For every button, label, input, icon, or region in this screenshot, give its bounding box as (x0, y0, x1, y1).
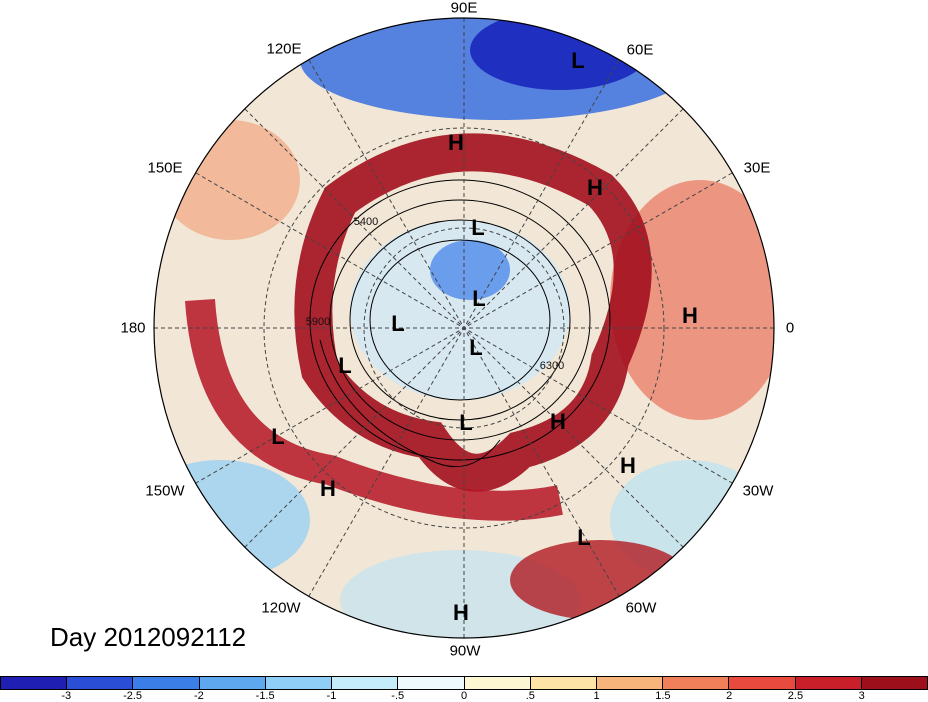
colorbar-tick-label: -1.5 (255, 690, 275, 702)
day-label: Day 2012092112 (50, 622, 247, 652)
lon-label-90e: 90E (450, 0, 478, 17)
colorbar-swatch (663, 677, 730, 689)
lon-label-120w: 120W (261, 599, 301, 617)
colorbar-tick-label: -2.5 (123, 690, 143, 702)
lon-label-30w: 30W (742, 482, 774, 500)
colorbar-tick-label: 0 (460, 690, 468, 702)
pressure-center: H (453, 600, 469, 625)
pressure-center: H (448, 130, 464, 155)
colorbar-swatch (729, 677, 796, 689)
pressure-center: L (472, 286, 486, 311)
colorbar (0, 676, 928, 690)
pressure-center: L (469, 335, 483, 360)
pressure-center: L (471, 215, 485, 240)
colorbar-swatch (332, 677, 399, 689)
colorbar-tick-label: -.5 (391, 690, 405, 702)
pressure-center: H (550, 409, 566, 434)
colorbar-tick-label: 1 (593, 690, 600, 702)
pressure-center: L (391, 311, 405, 336)
colorbar-swatch (530, 677, 597, 689)
colorbar-swatch (464, 677, 531, 689)
colorbar-tick-label: 3 (858, 690, 865, 702)
pressure-center: L (271, 424, 285, 449)
lon-label-180: 180 (120, 319, 146, 337)
pressure-center: H (682, 303, 698, 328)
colorbar-swatch (67, 677, 134, 689)
lon-label-90w: 90W (449, 642, 481, 660)
lon-label-60e: 60E (626, 41, 654, 59)
colorbar-swatch (596, 677, 664, 689)
pressure-center: L (338, 353, 352, 378)
pressure-center: L (577, 525, 591, 550)
colorbar-tick-label: 2 (726, 690, 733, 702)
colorbar-tick-label: -1 (326, 690, 337, 702)
lon-label-150e: 150E (147, 159, 183, 177)
contour-label: 6300 (539, 360, 565, 372)
contour-label: 5400 (353, 216, 379, 228)
colorbar-tick-label: 2.5 (787, 690, 804, 702)
lon-label-150w: 150W (145, 482, 185, 500)
colorbar-tick-label: -2 (193, 690, 204, 702)
colorbar-swatch (795, 677, 862, 689)
lon-label-30e: 30E (743, 159, 771, 177)
colorbar-swatch (861, 677, 928, 689)
lon-label-60w: 60W (625, 599, 657, 617)
colorbar-tick-label: .5 (525, 690, 535, 702)
colorbar-tick-label: 1.5 (655, 690, 671, 702)
colorbar-swatch (1, 677, 68, 689)
pressure-center: H (320, 476, 336, 501)
lon-label-120e: 120E (266, 40, 302, 58)
colorbar-swatch (199, 677, 266, 689)
colorbar-tick-label: -3 (61, 690, 72, 702)
colorbar-swatch (265, 677, 333, 689)
contour-label: 5900 (305, 316, 331, 328)
pressure-center: H (587, 175, 603, 200)
pressure-center: L (571, 48, 585, 73)
pressure-center: H (620, 453, 636, 478)
colorbar-swatch (398, 677, 465, 689)
lon-label-0: 0 (785, 319, 795, 337)
colorbar-swatch (133, 677, 200, 689)
pressure-center: L (459, 410, 473, 435)
